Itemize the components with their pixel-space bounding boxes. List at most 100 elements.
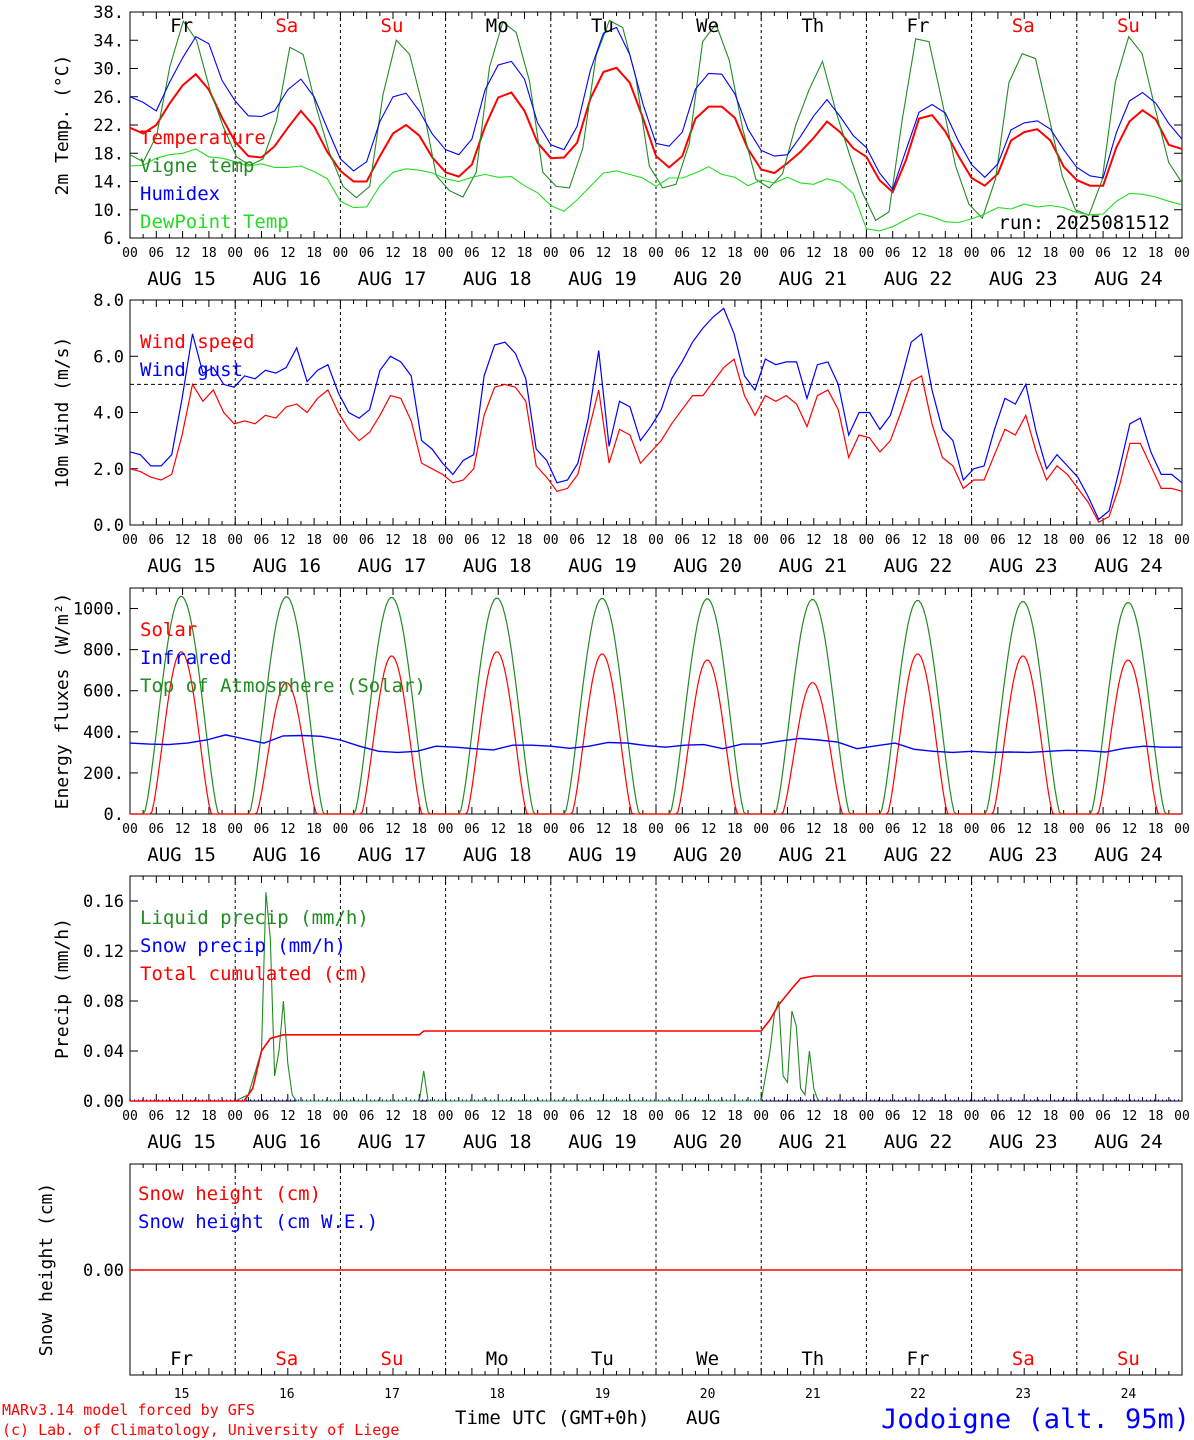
- location-label: Jodoigne (alt. 95m): [881, 1404, 1190, 1435]
- hour-label: 00: [1174, 533, 1190, 548]
- hour-label: 18: [1043, 246, 1059, 261]
- hour-label: 12: [701, 533, 717, 548]
- day-number-label: 16: [279, 1387, 295, 1402]
- y-tick-label: 0.08: [83, 992, 124, 1012]
- hour-label: 06: [254, 1109, 270, 1124]
- weekday-label: Su: [381, 1348, 404, 1370]
- hour-label: 18: [517, 822, 533, 837]
- y-tick-label: 0.12: [83, 942, 124, 962]
- date-label: AUG 23: [989, 844, 1058, 866]
- hour-label: 18: [622, 822, 638, 837]
- weekday-label: Mo: [486, 1348, 509, 1370]
- date-label: AUG 20: [673, 268, 742, 290]
- hour-label: 00: [543, 533, 559, 548]
- run-label: run: 2025081512: [998, 212, 1170, 234]
- y-tick-label: 1000.: [73, 600, 124, 620]
- hour-label: 18: [306, 246, 322, 261]
- series-total-cumulated-cm-: [130, 975, 1182, 1102]
- date-label: AUG 20: [673, 844, 742, 866]
- y-tick-label: 800.: [83, 641, 124, 661]
- day-number-label: 15: [174, 1387, 190, 1402]
- hour-label: 18: [622, 1109, 638, 1124]
- hour-label: 18: [937, 246, 953, 261]
- date-label: AUG 15: [147, 844, 216, 866]
- date-label: AUG 17: [358, 268, 427, 290]
- hour-label: 18: [727, 1109, 743, 1124]
- y-tick-label: 26.: [93, 88, 124, 108]
- hour-label: 12: [490, 246, 506, 261]
- hour-label: 00: [227, 1109, 243, 1124]
- date-label: AUG 19: [568, 844, 637, 866]
- precip-panel: 0.00 0.04 0.08 0.12 0.16 Precip (mm/h) Liquid …: [52, 875, 1190, 1153]
- hour-label: 06: [885, 1109, 901, 1124]
- hour-label: 12: [1016, 1109, 1032, 1124]
- series-vigne-temp: [129, 19, 1183, 222]
- hour-label: 00: [753, 246, 769, 261]
- legend-entry: Liquid precip (mm/h): [140, 907, 369, 929]
- hour-label: 18: [832, 1109, 848, 1124]
- hour-label: 00: [648, 822, 664, 837]
- hour-label: 00: [648, 1109, 664, 1124]
- hour-label: 12: [1122, 822, 1138, 837]
- hour-label: 00: [648, 533, 664, 548]
- hour-label: 12: [911, 533, 927, 548]
- hour-label: 12: [280, 246, 296, 261]
- hour-label: 06: [359, 822, 375, 837]
- hour-label: 00: [227, 246, 243, 261]
- hour-label: 18: [201, 533, 217, 548]
- hour-label: 18: [832, 246, 848, 261]
- date-label: AUG 22: [884, 1131, 953, 1153]
- hour-label: 00: [859, 822, 875, 837]
- y-tick-label: 8.0: [93, 291, 124, 311]
- hour-label: 06: [780, 822, 796, 837]
- hour-label: 06: [254, 533, 270, 548]
- weekday-label: Th: [801, 15, 824, 37]
- date-label: AUG 18: [463, 268, 532, 290]
- legend-entry: Top of Atmosphere (Solar): [140, 675, 426, 697]
- hour-label: 18: [411, 533, 427, 548]
- legend-entry: Snow height (cm W.E.): [138, 1211, 378, 1233]
- date-label: AUG 16: [252, 268, 321, 290]
- hour-label: 06: [780, 246, 796, 261]
- hour-label: 06: [254, 246, 270, 261]
- hour-label: 00: [753, 533, 769, 548]
- date-label: AUG 21: [778, 1131, 847, 1153]
- date-label: AUG 20: [673, 1131, 742, 1153]
- plot-frame: [129, 299, 1183, 526]
- temperature-panel: 6. 10. 14. 18. 22. 26. 30. 34. 38. 2m Temp. (°C) F…: [52, 3, 1190, 290]
- hour-label: 00: [1069, 1109, 1085, 1124]
- date-label: AUG 19: [568, 555, 637, 577]
- series-dewpoint-temp: [129, 148, 1183, 232]
- legend-entry: Vigne temp: [140, 155, 254, 177]
- legend-entry: Infrared: [140, 647, 232, 669]
- series-infrared: [129, 734, 1182, 754]
- hour-label: 00: [964, 533, 980, 548]
- hour-label: 00: [1069, 822, 1085, 837]
- hour-label: 06: [674, 246, 690, 261]
- hour-label: 12: [596, 533, 612, 548]
- legend-entry: Wind gust: [140, 359, 243, 381]
- hour-label: 06: [990, 533, 1006, 548]
- hour-label: 00: [227, 822, 243, 837]
- y-tick-label: 18.: [93, 144, 124, 164]
- hour-label: 18: [622, 246, 638, 261]
- day-number-label: 18: [489, 1387, 505, 1402]
- hour-label: 18: [1148, 533, 1164, 548]
- hour-label: 18: [517, 246, 533, 261]
- hour-label: 12: [911, 246, 927, 261]
- date-label: AUG 22: [884, 268, 953, 290]
- hour-label: 18: [201, 1109, 217, 1124]
- date-label: AUG 15: [147, 1131, 216, 1153]
- date-label: AUG 24: [1094, 555, 1163, 577]
- energy-panel: 0. 200. 400. 600. 800. 1000.Energy fluxes (W/…: [52, 587, 1190, 866]
- weekday-label: Su: [381, 15, 404, 37]
- weekday-label: Fr: [907, 15, 930, 37]
- hour-label: 00: [859, 1109, 875, 1124]
- day-number-label: 24: [1121, 1387, 1137, 1402]
- y-axis-label: Energy fluxes (W/m²): [52, 593, 73, 810]
- hour-label: 12: [596, 246, 612, 261]
- hour-label: 06: [148, 533, 164, 548]
- hour-label: 18: [622, 533, 638, 548]
- date-label: AUG 17: [358, 1131, 427, 1153]
- wind-panel: 0.0 2.0 4.0 6.0 8.0 10m Wind (m/s) Wind speed W…: [52, 291, 1190, 577]
